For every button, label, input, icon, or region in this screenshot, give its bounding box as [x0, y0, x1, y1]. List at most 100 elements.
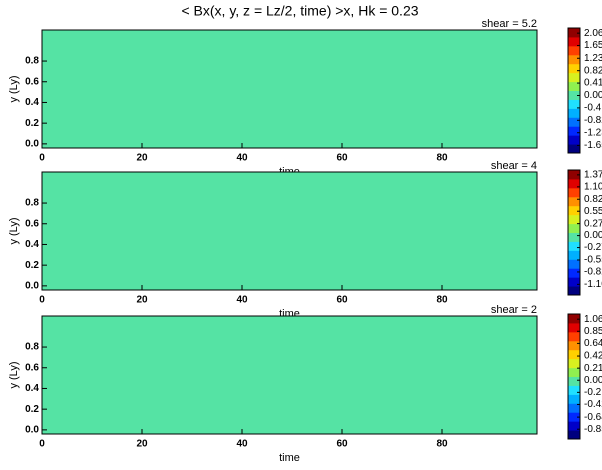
- colorbar-segment: [568, 223, 580, 233]
- colorbar-segment: [568, 214, 580, 225]
- colorbar-segment: [568, 286, 580, 296]
- colorbar-segment: [568, 196, 580, 207]
- colorbar-tick-label: 1.06: [584, 314, 602, 325]
- colorbar-tick-label: -0.42: [584, 399, 602, 410]
- x-tick-label: 20: [136, 439, 148, 450]
- colorbar-tick-label: 0.00: [584, 230, 602, 241]
- colorbar-tick-label: -0.82: [584, 267, 602, 278]
- x-tick-label: 80: [436, 153, 448, 164]
- y-tick-label: 0.6: [25, 76, 39, 87]
- colorbar-segment: [568, 205, 580, 216]
- colorbar-tick-label: -1.65: [584, 140, 602, 151]
- y-axis-label: y (Ly): [8, 75, 20, 102]
- colorbar-segment: [568, 90, 580, 100]
- y-tick-label: 0.8: [25, 56, 39, 67]
- colorbar-segment: [568, 28, 580, 38]
- colorbar-tick-label: 0.27: [584, 218, 602, 229]
- colorbar-segment: [568, 322, 580, 333]
- colorbar-tick-label: 1.65: [584, 40, 602, 51]
- y-tick-label: 0.0: [25, 281, 39, 292]
- y-tick-label: 0.4: [25, 239, 39, 250]
- colorbar-tick-label: -1.23: [584, 127, 602, 138]
- colorbar-segment: [568, 144, 580, 154]
- y-tick-label: 0.6: [25, 362, 39, 373]
- colorbar-segment: [568, 430, 580, 440]
- y-tick-label: 0.2: [25, 118, 39, 129]
- colorbar-tick-label: -0.64: [584, 412, 602, 423]
- colorbar-segment: [568, 376, 580, 386]
- colorbar-tick-label: 2.06: [584, 28, 602, 39]
- x-tick-label: 80: [436, 295, 448, 306]
- colorbar-segment: [568, 117, 580, 127]
- colorbar-segment: [568, 358, 580, 369]
- x-tick-label: 0: [39, 153, 45, 164]
- colorbar-segment: [568, 259, 580, 269]
- y-tick-label: 0.8: [25, 342, 39, 353]
- heatmap-field: [41, 315, 538, 435]
- colorbar-segment: [568, 403, 580, 413]
- colorbar-segment: [568, 385, 580, 395]
- x-axis-label: time: [279, 452, 300, 464]
- colorbar-tick-label: 0.21: [584, 363, 602, 374]
- colorbar-segment: [568, 394, 580, 404]
- colorbar-tick-label: 0.00: [584, 375, 602, 386]
- colorbar-tick-label: -0.85: [584, 424, 602, 435]
- colorbar-tick-label: 0.85: [584, 326, 602, 337]
- colorbar-segment: [568, 36, 580, 47]
- colorbar-segment: [568, 268, 580, 278]
- colorbar-tick-label: 0.41: [584, 78, 602, 89]
- colorbar-segment: [568, 126, 580, 136]
- x-tick-label: 0: [39, 295, 45, 306]
- y-tick-label: 0.0: [25, 425, 39, 436]
- colorbar-tick-label: -0.41: [584, 103, 602, 114]
- colorbar-tick-label: 0.55: [584, 206, 602, 217]
- heatmap-field: [41, 29, 538, 149]
- colorbar-tick-label: 0.00: [584, 90, 602, 101]
- colorbar-tick-label: 1.37: [584, 170, 602, 181]
- colorbar-tick-label: -0.55: [584, 255, 602, 266]
- x-tick-label: 20: [136, 295, 148, 306]
- colorbar-segment: [568, 331, 580, 342]
- x-tick-label: 60: [336, 153, 348, 164]
- x-tick-label: 40: [236, 439, 248, 450]
- colorbar-segment: [568, 170, 580, 180]
- y-tick-label: 0.0: [25, 139, 39, 150]
- colorbar-segment: [568, 412, 580, 422]
- panel-label: shear = 5.2: [482, 18, 537, 30]
- chart-title: < Bx(x, y, z = Lz/2, time) >x, Hk = 0.23: [181, 3, 418, 19]
- colorbar-segment: [568, 349, 580, 360]
- y-axis-label: y (Ly): [8, 217, 20, 244]
- x-tick-label: 0: [39, 439, 45, 450]
- colorbar-tick-label: 0.82: [584, 194, 602, 205]
- x-tick-label: 40: [236, 153, 248, 164]
- x-tick-label: 20: [136, 153, 148, 164]
- colorbar-segment: [568, 99, 580, 109]
- colorbar-segment: [568, 277, 580, 287]
- colorbar-segment: [568, 178, 580, 189]
- y-tick-label: 0.4: [25, 383, 39, 394]
- colorbar-segment: [568, 54, 580, 65]
- y-tick-label: 0.4: [25, 97, 39, 108]
- x-tick-label: 80: [436, 439, 448, 450]
- colorbar-tick-label: 1.23: [584, 53, 602, 64]
- heatmap-field: [41, 171, 538, 291]
- colorbar-tick-label: 0.64: [584, 338, 602, 349]
- colorbar-tick-label: -0.82: [584, 115, 602, 126]
- y-tick-label: 0.8: [25, 198, 39, 209]
- colorbar-segment: [568, 241, 580, 251]
- x-tick-label: 60: [336, 295, 348, 306]
- colorbar-segment: [568, 250, 580, 260]
- y-tick-label: 0.2: [25, 260, 39, 271]
- colorbar-segment: [568, 314, 580, 324]
- colorbar-frame: [567, 169, 581, 296]
- y-tick-label: 0.2: [25, 404, 39, 415]
- colorbar-frame: [567, 27, 581, 154]
- colorbar-segment: [568, 367, 580, 377]
- colorbar-segment: [568, 63, 580, 74]
- colorbar-segment: [568, 81, 580, 91]
- colorbar-tick-label: -0.27: [584, 242, 602, 253]
- colorbar-segment: [568, 340, 580, 351]
- colorbar-tick-label: -1.10: [584, 279, 602, 290]
- colorbar-tick-label: -0.21: [584, 387, 602, 398]
